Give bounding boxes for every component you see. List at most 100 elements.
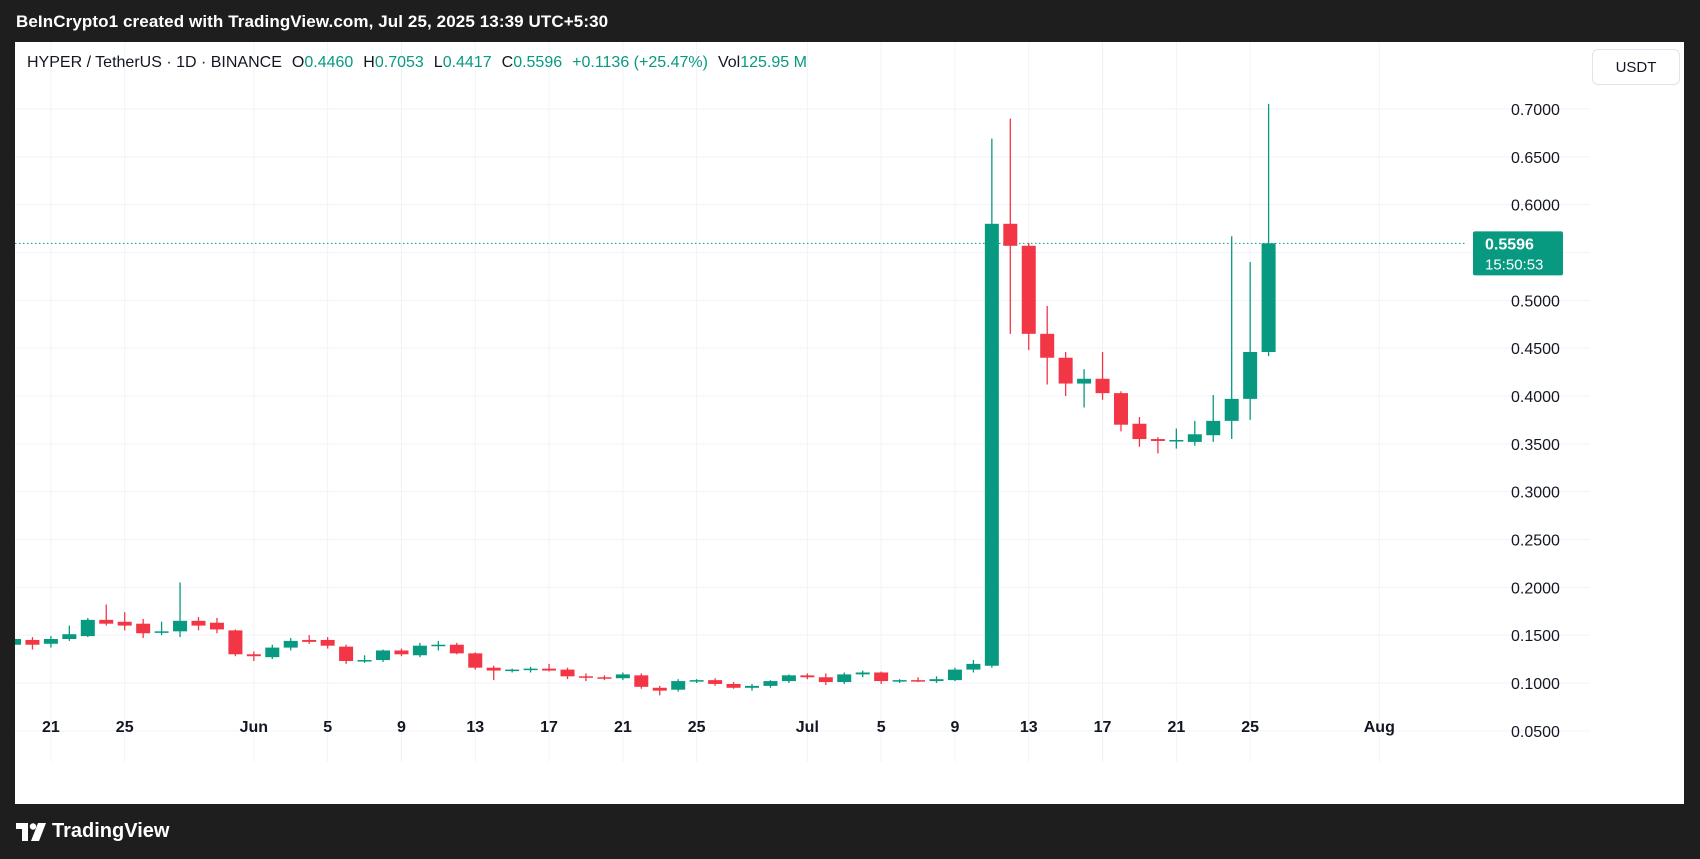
candle-body: [1095, 378, 1110, 394]
candle-body: [431, 644, 446, 647]
candle-body: [449, 644, 464, 654]
candle-body: [763, 681, 778, 686]
candle-body: [1206, 420, 1221, 436]
candle-body: [376, 650, 390, 661]
candle-body: [947, 669, 962, 681]
candle-body: [984, 223, 999, 666]
date-axis-label: 17: [540, 719, 558, 736]
candle-body: [1132, 423, 1147, 440]
candle-body: [837, 674, 852, 683]
candle-body: [412, 645, 427, 656]
open-value: 0.4460: [304, 54, 354, 71]
chart-panel[interactable]: 0.0500 0.1000 0.1500 0.2000 0.2500 0.3000 0.35…: [15, 42, 1684, 804]
candle-body: [1169, 440, 1184, 442]
currency-button[interactable]: USDT: [1592, 49, 1680, 85]
candle-body: [597, 677, 612, 679]
date-axis-label: 13: [466, 719, 484, 736]
candle-body: [818, 677, 833, 683]
tradingview-logo[interactable]: TradingView: [16, 820, 169, 843]
candle-body: [1003, 223, 1018, 246]
footer-bar: [0, 804, 1700, 859]
candle-body: [634, 675, 649, 687]
date-axis-label: 21: [42, 719, 60, 736]
candle-body: [966, 663, 981, 670]
price-axis-label: 0.2500: [1511, 533, 1560, 550]
date-axis-label: 25: [116, 719, 134, 736]
candle-body: [671, 681, 686, 690]
candle-body: [689, 680, 704, 682]
candle-body: [929, 679, 944, 682]
candle-body: [191, 620, 206, 626]
date-axis-label: Jul: [796, 719, 819, 736]
price-axis-label: 0.7000: [1511, 102, 1560, 119]
candle-body: [1150, 439, 1165, 441]
candle-body: [745, 685, 759, 688]
candle-body: [1187, 434, 1202, 442]
price-axis-label: 0.4000: [1511, 389, 1560, 406]
candle-body: [892, 680, 907, 682]
date-axis-label: 21: [1167, 719, 1185, 736]
current-price-tag[interactable]: 0.5596 15:50:53: [1473, 231, 1563, 276]
price-axis-label: 0.0500: [1511, 724, 1560, 741]
candle-body: [320, 639, 335, 646]
header-bar: BeInCrypto1 created with TradingView.com…: [0, 0, 1700, 42]
candle-body: [357, 660, 372, 662]
date-axis-label: 9: [950, 719, 959, 736]
ohlc-legend: HYPER / TetherUS · 1D · BINANCE O0.4460 H0…: [27, 54, 817, 72]
price-axis-label: 0.3500: [1511, 437, 1560, 454]
candle-body: [228, 630, 243, 655]
candle-body: [708, 680, 723, 684]
price-tag-countdown: 15:50:53: [1485, 256, 1543, 273]
candle-body: [339, 646, 354, 661]
candle-body: [1114, 393, 1128, 425]
candle-body: [173, 620, 188, 632]
price-axis-label: 0.2000: [1511, 580, 1560, 597]
candle-body: [781, 675, 796, 682]
price-tag-box: [1473, 231, 1563, 276]
date-axis-label: Jun: [240, 719, 268, 736]
candlestick-chart[interactable]: 0.0500 0.1000 0.1500 0.2000 0.2500 0.3000 0.35…: [15, 42, 1684, 804]
candle-body: [1261, 243, 1276, 352]
close-value: 0.5596: [513, 54, 563, 71]
price-axis-label: 0.4500: [1511, 341, 1560, 358]
date-axis-label: 25: [1241, 719, 1259, 736]
candle-body: [855, 672, 870, 675]
price-tag-value: 0.5596: [1485, 236, 1534, 253]
date-axis-label: Aug: [1364, 719, 1395, 736]
candle-body: [1077, 378, 1092, 384]
high-label: H: [363, 54, 375, 71]
price-axis-label: 0.5000: [1511, 293, 1560, 310]
candle-body: [560, 669, 575, 677]
candle-body: [209, 622, 224, 630]
candle-body: [486, 667, 501, 671]
candle-body: [283, 640, 298, 648]
date-axis-label: 5: [323, 719, 332, 736]
volume-value: 125.95 M: [740, 54, 807, 71]
candle-body: [99, 619, 114, 624]
symbol-label: HYPER / TetherUS · 1D · BINANCE: [27, 54, 282, 71]
date-axis-label: 13: [1020, 719, 1038, 736]
date-axis-label: 21: [614, 719, 632, 736]
date-axis-label: 5: [877, 719, 886, 736]
low-label: L: [433, 54, 443, 71]
change-value: +0.1136 (+25.47%): [572, 54, 708, 71]
tradingview-logo-icon: [16, 822, 46, 841]
candle-body: [800, 675, 815, 678]
candle-body: [154, 631, 169, 633]
candle-body: [394, 650, 409, 655]
candle-body: [117, 621, 132, 626]
open-label: O: [291, 54, 305, 71]
candle-body: [265, 647, 280, 658]
price-axis-label: 0.6500: [1511, 150, 1560, 167]
date-axis-label: 25: [688, 719, 706, 736]
high-value: 0.7053: [374, 54, 424, 71]
candle-body: [246, 654, 261, 657]
candle-body: [505, 669, 520, 672]
tradingview-brand-text: TradingView: [52, 820, 170, 842]
candle-body: [1224, 398, 1239, 421]
chart-credit-title: BeInCrypto1 created with TradingView.com…: [16, 12, 609, 31]
candle-body: [80, 619, 95, 637]
candle-body: [1243, 351, 1258, 399]
candle-body: [43, 638, 58, 644]
candle-body: [1040, 333, 1055, 358]
